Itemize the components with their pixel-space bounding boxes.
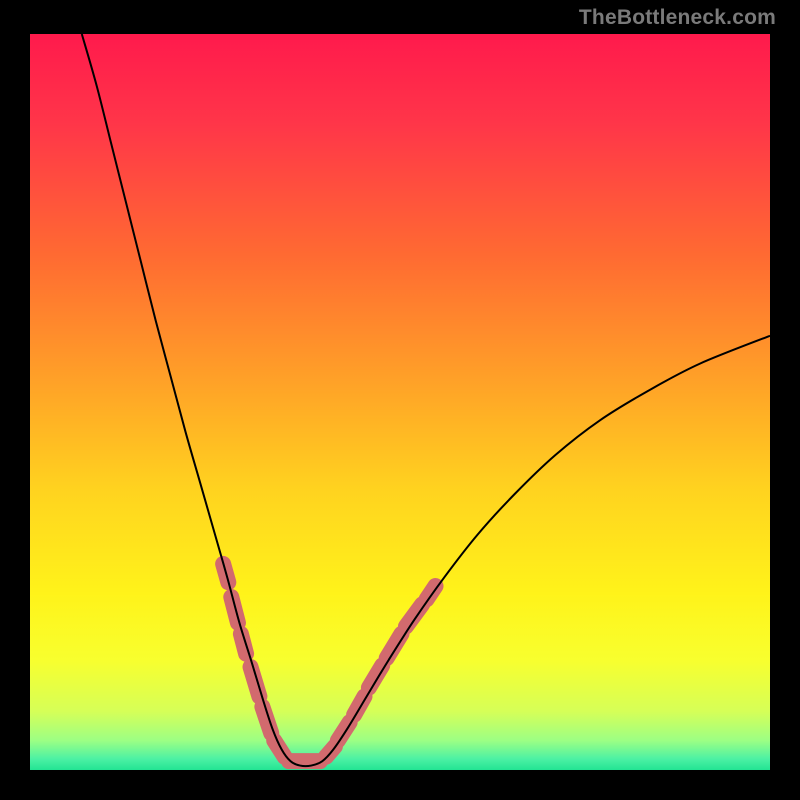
gradient-fill	[30, 34, 770, 770]
curve-marker	[354, 696, 364, 714]
chart-container: TheBottleneck.com	[0, 0, 800, 800]
curve-marker	[231, 597, 238, 623]
curve-marker	[338, 722, 350, 740]
curve-marker	[369, 665, 382, 687]
gradient-panel	[30, 34, 770, 770]
watermark-text: TheBottleneck.com	[579, 6, 776, 30]
